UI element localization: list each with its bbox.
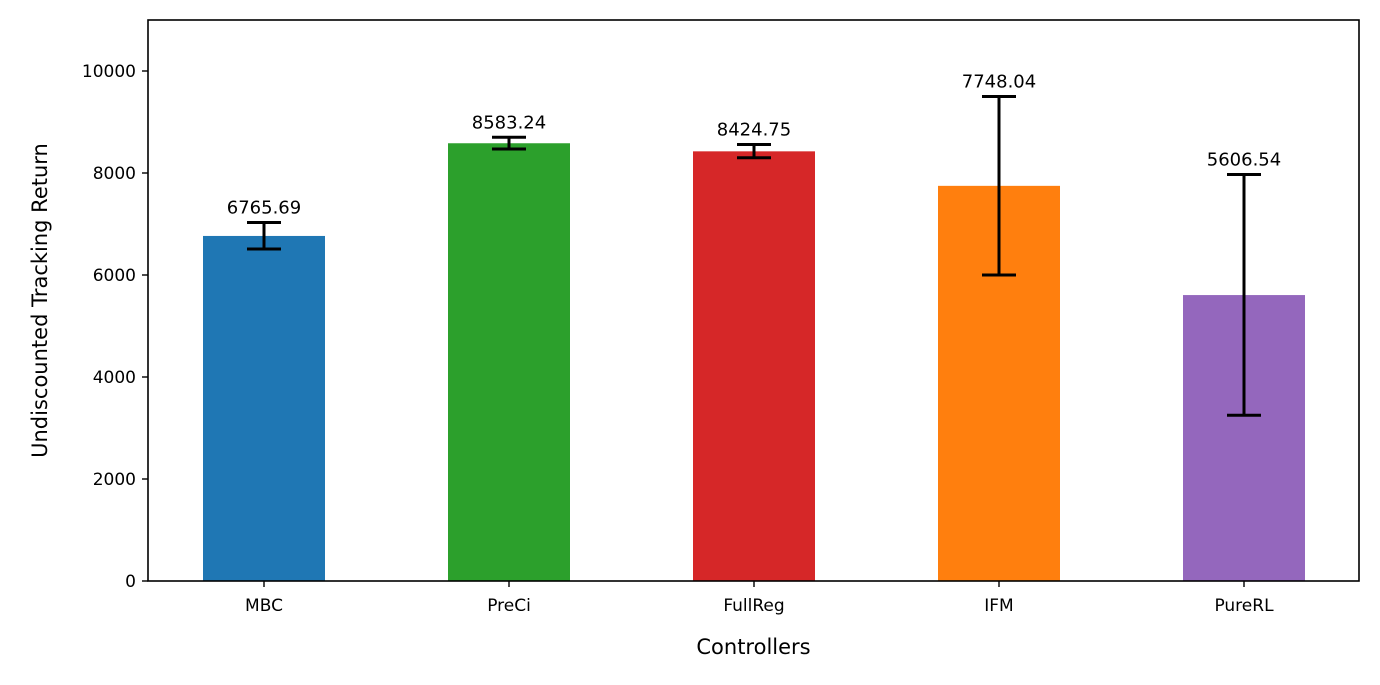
x-tick-label-mbc: MBC	[245, 596, 283, 616]
x-tick-label-ifm: IFM	[984, 596, 1013, 616]
bar-preci	[448, 143, 570, 581]
bar-mbc	[203, 235, 325, 581]
y-axis-ticks: 0 2000 4000 6000 8000 10000	[82, 62, 148, 592]
error-bar-mbc	[247, 220, 281, 251]
error-bars-layer	[247, 95, 1261, 417]
bars-layer	[203, 143, 1305, 581]
x-tick-label-preci: PreCi	[487, 596, 531, 616]
y-tick-label: 4000	[93, 368, 136, 388]
error-bar-purerl	[1227, 173, 1261, 417]
data-label-preci: 8583.24	[472, 112, 546, 133]
data-labels-layer: 6765.69 8583.24 8424.75 7748.04 5606.54	[227, 72, 1281, 219]
x-axis-ticks: MBC PreCi FullReg IFM PureRL	[245, 581, 1274, 616]
y-tick-label: 6000	[93, 266, 136, 286]
x-tick-label-purerl: PureRL	[1214, 596, 1274, 616]
data-label-purerl: 5606.54	[1207, 150, 1281, 171]
y-tick-label: 0	[125, 572, 136, 592]
y-tick-label: 10000	[82, 62, 136, 82]
x-tick-label-fullreg: FullReg	[723, 596, 784, 616]
y-tick-label: 2000	[93, 470, 136, 490]
error-bar-ifm	[982, 95, 1016, 277]
data-label-mbc: 6765.69	[227, 197, 301, 218]
error-bar-preci	[492, 135, 526, 151]
x-axis-title: Controllers	[696, 635, 810, 659]
bar-fullreg	[693, 151, 815, 581]
data-label-ifm: 7748.04	[962, 72, 1036, 93]
y-tick-label: 8000	[93, 164, 136, 184]
y-axis-title: Undiscounted Tracking Return	[28, 143, 52, 458]
data-label-fullreg: 8424.75	[717, 119, 791, 140]
error-bar-fullreg	[737, 142, 771, 160]
